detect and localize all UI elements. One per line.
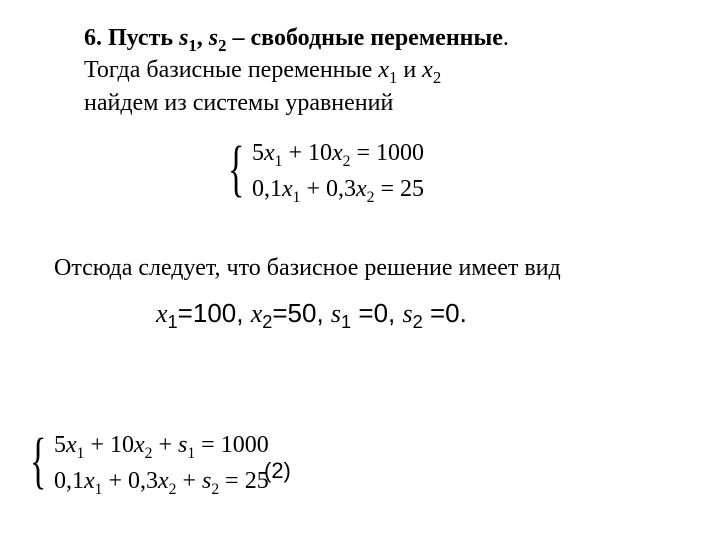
s2r1-eq: = — [195, 432, 221, 458]
s1r1-b: 10 — [308, 140, 332, 166]
sol-s2v: s — [403, 299, 413, 328]
h-s2-sub: 2 — [218, 36, 226, 55]
sol-x1s: 1 — [168, 312, 178, 332]
s2r1-p2: + — [152, 432, 178, 458]
sol-x2val: =50, — [272, 298, 331, 328]
heading-bold: 6. Пусть s1, s2 – свободные переменные — [84, 25, 503, 51]
s2r1-s: s — [178, 432, 187, 458]
h-x2-sub: 2 — [433, 68, 441, 87]
h-line2-prefix: Тогда базисные переменные — [84, 57, 378, 83]
conclusion: Отсюда следует, что базисное решение име… — [54, 252, 694, 284]
s1r2-x2: x — [356, 176, 367, 202]
s2r2-eq: = — [219, 468, 245, 494]
s1r1-eq: = — [350, 140, 376, 166]
system1-row1: 5x1 + 10x2 = 1000 — [252, 135, 424, 171]
s2r1-x2: x — [134, 432, 145, 458]
sol-x1v: x — [156, 299, 168, 328]
sol-x2v: x — [251, 299, 263, 328]
system2: 5x1 + 10x2 + s1 = 1000 0,1x1 + 0,3x2 + s… — [54, 427, 269, 499]
s1r1-x2: x — [332, 140, 343, 166]
s2r2-s: s — [202, 468, 211, 494]
sol-x2s: 2 — [262, 312, 272, 332]
s1r1-x1: x — [264, 140, 275, 166]
sol-s2val: =0. — [423, 298, 467, 328]
page: 6. Пусть s1, s2 – свободные переменные. … — [0, 0, 720, 540]
s1r2-a: 0,1 — [252, 176, 282, 202]
sol-s2s: 2 — [413, 312, 423, 332]
s2r2-ss: 2 — [211, 481, 219, 498]
s2r2-a: 0,1 — [54, 468, 84, 494]
sol-x1val: =100, — [178, 298, 251, 328]
h-comma: , — [197, 25, 209, 51]
h-x2: x — [422, 57, 433, 83]
s2r1-a: 5 — [54, 432, 66, 458]
s2r1-b: 10 — [110, 432, 134, 458]
sol-s1v: s — [331, 299, 341, 328]
system1-row2: 0,1x1 + 0,3x2 = 25 — [252, 171, 424, 207]
heading: 6. Пусть s1, s2 – свободные переменные. … — [84, 22, 644, 119]
system2-brace: { — [30, 430, 46, 492]
system2-row2: 0,1x1 + 0,3x2 + s2 = 25 — [54, 463, 269, 499]
s1r2-rhs: 25 — [400, 176, 424, 202]
s1r2-eq: = — [374, 176, 400, 202]
s2r2-p2: + — [176, 468, 202, 494]
h-x1: x — [378, 57, 389, 83]
h-s1: s — [179, 25, 188, 51]
s2r2-p: + — [102, 468, 128, 494]
h-prefix: 6. Пусть — [84, 25, 179, 51]
s2r1-p: + — [84, 432, 110, 458]
equation-label: (2) — [264, 458, 291, 484]
s2r1-ss: 1 — [187, 445, 195, 462]
h-line3: найдем из системы уравнений — [84, 90, 393, 116]
h-period: . — [503, 25, 509, 51]
system2-row1: 5x1 + 10x2 + s1 = 1000 — [54, 427, 269, 463]
system1-brace: { — [228, 138, 244, 200]
s2r2-x2: x — [158, 468, 169, 494]
solution: x1=100, x2=50, s1 =0, s2 =0. — [156, 298, 467, 329]
s1r2-b: 0,3 — [326, 176, 356, 202]
h-s1-sub: 1 — [188, 36, 196, 55]
s2r1-rhs: 1000 — [221, 432, 269, 458]
s1r1-a: 5 — [252, 140, 264, 166]
sol-s1s: 1 — [341, 312, 351, 332]
s2r2-b: 0,3 — [128, 468, 158, 494]
s2r2-x1: x — [84, 468, 95, 494]
s1r2-x1: x — [282, 176, 293, 202]
sol-s1val: =0, — [351, 298, 402, 328]
h-and: и — [397, 57, 422, 83]
s1r2-p: + — [300, 176, 326, 202]
h-suffix: – свободные переменные — [227, 25, 503, 51]
system1: 5x1 + 10x2 = 1000 0,1x1 + 0,3x2 = 25 — [252, 135, 424, 207]
s1r1-rhs: 1000 — [376, 140, 424, 166]
h-s2: s — [209, 25, 218, 51]
s1r1-p: + — [282, 140, 308, 166]
s2r1-x1: x — [66, 432, 77, 458]
